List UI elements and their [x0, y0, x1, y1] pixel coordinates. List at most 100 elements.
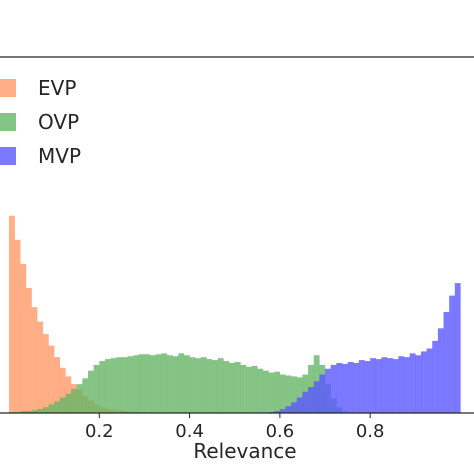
bar-evp	[42, 334, 49, 413]
bar-ovp	[110, 358, 117, 413]
bar-ovp	[150, 355, 156, 413]
bar-mvp	[364, 361, 371, 413]
bar-mvp	[319, 374, 326, 413]
bar-mvp	[296, 397, 303, 413]
bar-mvp	[358, 360, 365, 413]
bar-evp	[25, 287, 32, 413]
bar-mvp	[302, 391, 309, 413]
bar-mvp	[454, 283, 461, 413]
bar-mvp	[313, 381, 320, 413]
bar-mvp	[432, 340, 439, 413]
bar-ovp	[127, 356, 134, 413]
bar-ovp	[155, 354, 162, 413]
bar-mvp	[336, 362, 343, 413]
legend-label-ovp: OVP	[38, 110, 79, 134]
bar-ovp	[25, 411, 32, 413]
bar-mvp	[398, 356, 405, 413]
x-tick-label: 0.2	[85, 421, 114, 442]
bar-ovp	[189, 357, 196, 413]
bar-mvp	[353, 362, 360, 413]
bar-ovp	[71, 388, 77, 413]
bar-ovp	[144, 354, 151, 413]
bar-ovp	[133, 355, 140, 413]
histogram-bars	[9, 215, 461, 413]
bar-ovp	[172, 356, 179, 413]
bar-mvp	[325, 368, 331, 413]
bar-mvp	[392, 359, 399, 413]
bar-mvp	[347, 362, 354, 413]
x-tick-label: 0.4	[175, 421, 204, 442]
bar-ovp	[42, 407, 49, 413]
bar-evp	[20, 263, 27, 413]
bar-ovp	[195, 358, 202, 413]
bar-evp	[48, 345, 55, 413]
bar-ovp	[31, 410, 38, 413]
bar-ovp	[251, 365, 258, 413]
bar-mvp	[420, 351, 427, 413]
bar-ovp	[279, 374, 286, 413]
legend-swatch-mvp	[0, 147, 16, 165]
bar-mvp	[415, 355, 422, 413]
bar-mvp	[291, 402, 298, 413]
x-axis-label: Relevance	[193, 439, 296, 463]
bar-ovp	[296, 377, 303, 413]
bar-ovp	[167, 355, 173, 413]
legend-label-mvp: MVP	[38, 144, 81, 168]
bar-ovp	[240, 364, 247, 413]
bar-ovp	[88, 370, 94, 413]
bar-ovp	[104, 359, 111, 413]
bar-evp	[54, 357, 61, 413]
bar-ovp	[206, 359, 213, 413]
x-tick-label: 0.6	[266, 421, 295, 442]
bar-ovp	[212, 360, 219, 413]
bar-evp	[37, 321, 44, 413]
bar-ovp	[93, 364, 100, 413]
bar-ovp	[200, 357, 207, 413]
bar-mvp	[387, 358, 393, 413]
bar-evp	[59, 367, 66, 413]
bar-evp	[9, 215, 15, 413]
bar-ovp	[285, 375, 292, 413]
bar-mvp	[330, 364, 337, 413]
legend-label-evp: EVP	[38, 76, 76, 100]
bar-mvp	[370, 358, 377, 413]
bar-ovp	[54, 401, 61, 413]
bar-ovp	[65, 393, 72, 413]
bar-ovp	[99, 361, 106, 413]
bar-ovp	[291, 376, 298, 413]
bar-mvp	[449, 295, 456, 413]
bar-mvp	[279, 409, 286, 413]
bar-ovp	[59, 397, 66, 413]
bar-ovp	[20, 411, 27, 413]
bar-ovp	[138, 354, 145, 413]
bar-mvp	[404, 357, 410, 413]
bar-mvp	[426, 348, 433, 413]
bar-mvp	[274, 411, 281, 413]
bar-ovp	[274, 371, 281, 413]
bar-mvp	[375, 359, 382, 413]
bar-ovp	[223, 361, 230, 413]
bar-ovp	[262, 370, 269, 413]
bar-ovp	[82, 378, 89, 413]
bar-evp	[31, 307, 38, 413]
legend-swatch-evp	[0, 79, 16, 97]
bar-ovp	[234, 362, 241, 413]
bar-mvp	[409, 353, 416, 413]
bar-ovp	[161, 353, 168, 413]
bar-ovp	[37, 409, 44, 413]
x-tick-label: 0.8	[356, 421, 385, 442]
bar-ovp	[116, 357, 123, 413]
legend: EVP OVP MVP	[0, 76, 81, 168]
series-mvp	[268, 283, 461, 413]
bar-ovp	[48, 404, 55, 413]
bar-mvp	[437, 328, 444, 413]
bar-ovp	[268, 372, 275, 413]
bar-mvp	[285, 406, 292, 413]
bar-ovp	[178, 353, 185, 413]
bar-ovp	[229, 362, 235, 413]
bar-ovp	[121, 357, 128, 413]
bar-ovp	[217, 358, 224, 413]
bar-mvp	[308, 387, 314, 413]
x-axis-ticks: 0.2 0.4 0.6 0.8	[85, 413, 384, 442]
